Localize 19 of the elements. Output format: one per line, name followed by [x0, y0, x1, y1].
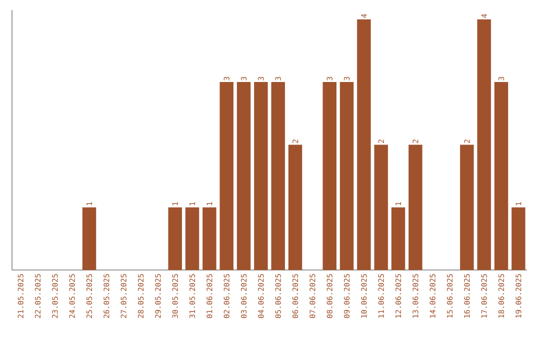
bar — [168, 207, 182, 270]
bar — [460, 144, 474, 270]
bar — [494, 82, 508, 270]
bar — [357, 19, 371, 270]
bar — [271, 82, 285, 270]
bar — [185, 207, 200, 270]
bar — [220, 82, 234, 270]
bar — [477, 19, 491, 270]
bar — [236, 82, 251, 270]
bar — [202, 207, 216, 270]
bar — [322, 82, 336, 270]
bar — [408, 144, 422, 270]
bar — [82, 207, 96, 270]
bar — [254, 82, 268, 270]
bar — [288, 144, 302, 270]
bar — [374, 144, 388, 270]
bar — [340, 82, 354, 270]
bar — [391, 207, 406, 270]
bar — [512, 207, 526, 270]
